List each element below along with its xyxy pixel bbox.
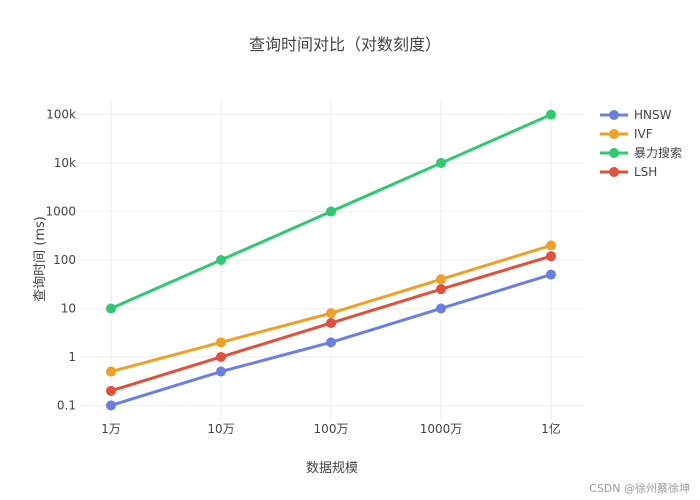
data-point xyxy=(326,206,336,217)
series-1 xyxy=(106,240,556,377)
data-point xyxy=(436,303,446,314)
x-tick-label: 10万 xyxy=(207,422,234,436)
x-tick-label: 1亿 xyxy=(541,421,561,436)
series-0 xyxy=(106,269,556,411)
legend-swatch-marker xyxy=(609,148,619,158)
data-point xyxy=(326,318,336,329)
data-point xyxy=(326,308,336,319)
y-tick-label: 100 xyxy=(53,253,76,267)
legend: HNSW IVF 暴力搜索 LSH xyxy=(600,108,682,179)
data-point xyxy=(546,240,556,251)
legend-swatch-marker xyxy=(609,110,619,120)
legend-label: 暴力搜索 xyxy=(634,145,682,160)
x-axis-ticks: 1万 10万 100万 1000万 1亿 xyxy=(101,421,561,436)
legend-swatch-marker xyxy=(609,129,619,139)
y-axis-ticks: 0.1 1 10 100 1000 10k 100k xyxy=(45,108,76,413)
y-tick-label: 10 xyxy=(61,301,76,315)
x-tick-label: 1000万 xyxy=(420,422,463,436)
data-point xyxy=(546,251,556,262)
legend-item[interactable]: 暴力搜索 xyxy=(600,145,682,160)
series-layer xyxy=(106,109,556,411)
legend-item[interactable]: LSH xyxy=(600,165,657,179)
legend-item[interactable]: HNSW xyxy=(600,108,672,122)
data-point xyxy=(106,400,116,411)
watermark: CSDN @徐州蔡徐坤 xyxy=(589,481,690,495)
x-tick-label: 1万 xyxy=(101,422,121,436)
series-3 xyxy=(106,251,556,396)
data-point xyxy=(106,303,116,314)
legend-label: IVF xyxy=(634,127,653,141)
legend-item[interactable]: IVF xyxy=(600,127,653,141)
data-point xyxy=(436,284,446,295)
legend-label: LSH xyxy=(634,165,657,179)
data-point xyxy=(436,158,446,169)
data-point xyxy=(326,337,336,348)
y-tick-label: 100k xyxy=(46,108,76,122)
y-tick-label: 0.1 xyxy=(57,398,76,412)
series-2 xyxy=(106,109,556,314)
data-point xyxy=(216,255,226,265)
chart-title: 查询时间对比（对数刻度） xyxy=(249,35,441,54)
y-tick-label: 10k xyxy=(54,156,76,170)
legend-swatch-marker xyxy=(609,167,619,177)
y-axis-title: 查询时间 (ms) xyxy=(33,216,48,302)
y-tick-label: 1 xyxy=(68,350,76,364)
data-point xyxy=(546,109,556,120)
data-point xyxy=(216,351,226,362)
data-point xyxy=(436,274,446,285)
legend-label: HNSW xyxy=(634,108,672,122)
x-axis-title: 数据规模 xyxy=(306,461,358,476)
y-tick-label: 1000 xyxy=(45,205,76,219)
data-point xyxy=(546,269,556,280)
x-tick-label: 100万 xyxy=(314,422,349,436)
data-point xyxy=(216,337,226,348)
data-point xyxy=(106,366,116,377)
data-point xyxy=(216,366,226,377)
data-point xyxy=(106,385,116,396)
